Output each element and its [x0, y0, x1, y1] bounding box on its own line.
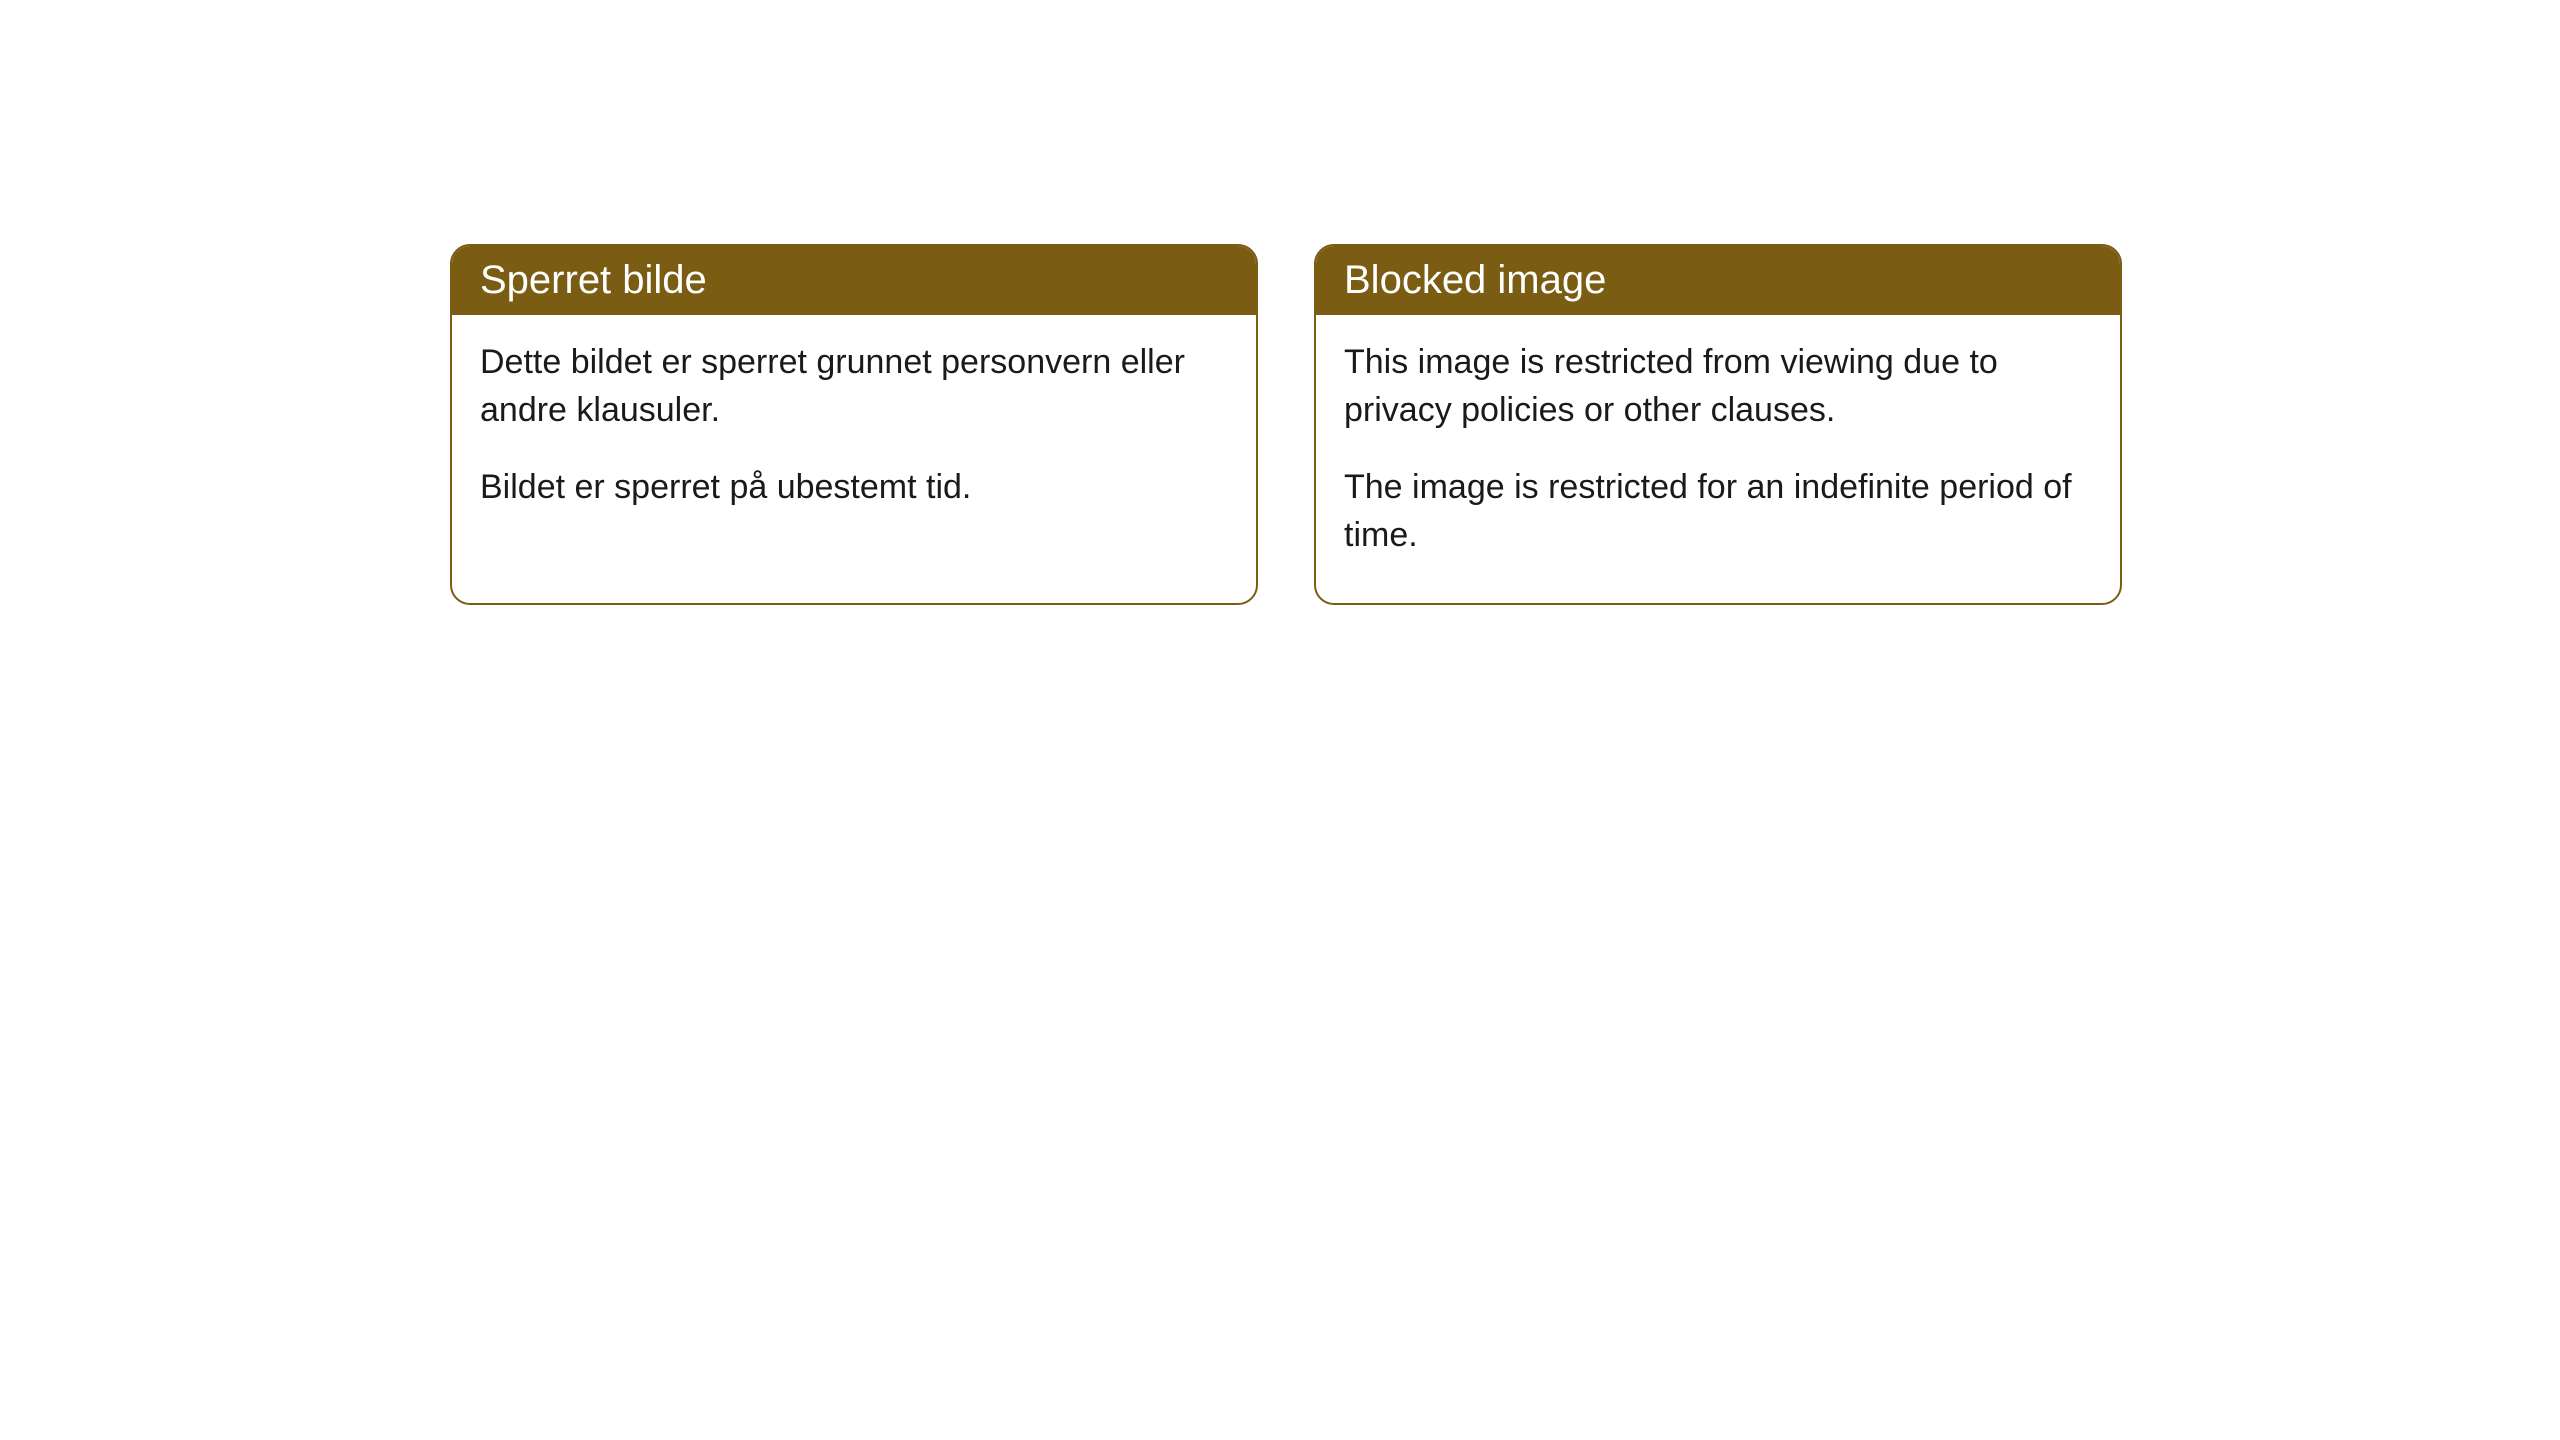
card-norwegian: Sperret bilde Dette bildet er sperret gr… — [450, 244, 1258, 605]
card-text-line2: The image is restricted for an indefinit… — [1344, 464, 2092, 559]
card-text-line2: Bildet er sperret på ubestemt tid. — [480, 464, 1228, 512]
card-header-norwegian: Sperret bilde — [452, 246, 1256, 315]
card-body-english: This image is restricted from viewing du… — [1316, 315, 2120, 603]
card-english: Blocked image This image is restricted f… — [1314, 244, 2122, 605]
card-header-english: Blocked image — [1316, 246, 2120, 315]
card-text-line1: Dette bildet er sperret grunnet personve… — [480, 339, 1228, 434]
card-title: Blocked image — [1344, 258, 1606, 302]
card-body-norwegian: Dette bildet er sperret grunnet personve… — [452, 315, 1256, 556]
card-text-line1: This image is restricted from viewing du… — [1344, 339, 2092, 434]
blocked-image-cards: Sperret bilde Dette bildet er sperret gr… — [450, 244, 2122, 605]
card-title: Sperret bilde — [480, 258, 707, 302]
